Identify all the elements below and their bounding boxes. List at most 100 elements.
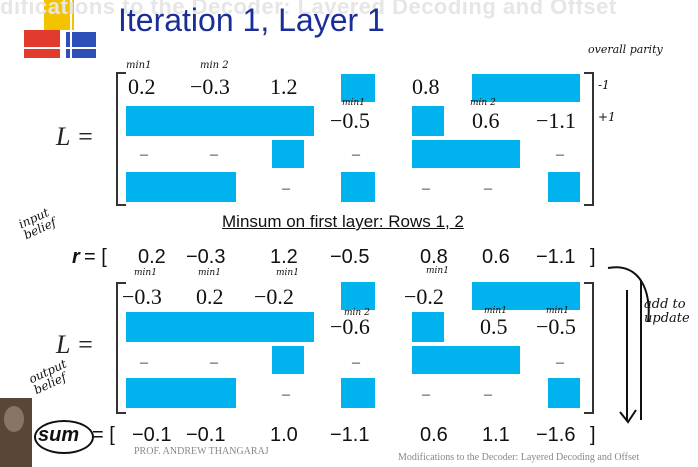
- m1-r2-c6: 0.6: [472, 108, 500, 133]
- m2-r3-c7: –: [556, 354, 564, 371]
- title-deco-vline: [70, 0, 72, 74]
- sum-close: ]: [590, 424, 596, 446]
- m1-r3-c2: –: [210, 146, 218, 163]
- m1-r4-c4-cell: [341, 172, 375, 202]
- ann-m2-min1-f: min1: [546, 306, 569, 316]
- m2-r2-c7: −0.5: [536, 314, 576, 339]
- ann-m2-min1-d: min1: [426, 266, 449, 276]
- video-overlay-title: difications to the Decoder: Layered Deco…: [0, 0, 617, 19]
- m2-r3-c2: –: [210, 354, 218, 371]
- ann-input-belief: input belief: [16, 205, 59, 243]
- update-arrow-line-2: [640, 280, 642, 420]
- m1-r4-c6: –: [484, 180, 492, 197]
- sum-label: sum: [38, 424, 80, 446]
- title-deco-red: [24, 30, 60, 58]
- presenter-face: [4, 406, 24, 432]
- sum-circle: [34, 420, 94, 454]
- matrix1-right-bracket: [584, 72, 594, 206]
- r-open: = [: [84, 246, 107, 268]
- m1-r1-c1: 0.2: [128, 74, 156, 99]
- m2-r4-c5: –: [422, 386, 430, 403]
- ann-min2-a: min 2: [200, 60, 229, 71]
- ann-output-belief: output belief: [26, 356, 69, 398]
- sum-val-5: 0.6: [420, 424, 448, 446]
- m1-r1-c4-cell: [341, 74, 375, 102]
- m2-r4-c4-cell: [341, 378, 375, 408]
- ann-m2-min1-a: min1: [134, 268, 157, 278]
- ann-minus-one: -1: [598, 78, 610, 92]
- ann-plus-one: +1: [598, 110, 616, 124]
- m1-r3-c1: –: [140, 146, 148, 163]
- r-val-7: −1.1: [536, 246, 576, 268]
- m1-r2-c4: −0.5: [330, 108, 370, 133]
- m1-r4-c7-cell: [548, 172, 580, 202]
- ann-overall-parity: overall parity: [588, 43, 663, 56]
- r-val-6: 0.6: [482, 246, 510, 268]
- ann-m2-min2: min 2: [344, 308, 370, 318]
- footer-professor: PROF. ANDREW THANGARAJ: [134, 446, 269, 457]
- sum-val-2: −0.1: [186, 424, 226, 446]
- m2-r1-c5: −0.2: [404, 284, 444, 309]
- r-val-4: −0.5: [330, 246, 370, 268]
- sum-val-6: 1.1: [482, 424, 510, 446]
- matrix2-label: L =: [56, 330, 95, 359]
- m1-r3-c3-cell: [272, 140, 304, 168]
- slide-title: Iteration 1, Layer 1: [118, 2, 385, 38]
- matrix2-right-bracket: [584, 282, 594, 414]
- r-val-3: 1.2: [270, 246, 298, 268]
- ann-m2-min1-e: min1: [484, 306, 507, 316]
- m2-r4-c3: –: [282, 386, 290, 403]
- matrix1-label: L =: [56, 122, 95, 151]
- m2-r1-c1: −0.3: [122, 284, 162, 309]
- r-close: ]: [590, 246, 596, 268]
- m2-r1-c2: 0.2: [196, 284, 224, 309]
- m2-r3-c4: –: [352, 354, 360, 371]
- m2-r3-c3-cell: [272, 346, 304, 374]
- title-deco-yellow: [44, 0, 74, 30]
- footer-lecture-title: Modifications to the Decoder: Layered De…: [398, 452, 640, 463]
- section-subtitle: Minsum on first layer: Rows 1, 2: [222, 212, 464, 231]
- m1-r1-c2: −0.3: [190, 74, 230, 99]
- m1-r3-c4: –: [352, 146, 360, 163]
- m1-r1-c67-cell: [472, 74, 580, 102]
- m2-r4-c6: –: [484, 386, 492, 403]
- m2-r2-c4: −0.6: [330, 314, 370, 339]
- sum-val-1: −0.1: [132, 424, 172, 446]
- ann-min1-a: min1: [126, 60, 152, 71]
- ann-min1-b: min1: [342, 98, 365, 108]
- m1-r3-c56-cell: [412, 140, 520, 168]
- m1-r1-c3: 1.2: [270, 74, 298, 99]
- m2-r2-c5-cell: [412, 312, 444, 342]
- m2-r3-c1: –: [140, 354, 148, 371]
- m1-r4-c3: –: [282, 180, 290, 197]
- m1-r4-c12-cell: [126, 172, 236, 202]
- m1-r2-c13-cell: [126, 106, 314, 136]
- m2-r4-c7-cell: [548, 378, 580, 408]
- m1-r3-c7: –: [556, 146, 564, 163]
- m2-r1-c67-cell: [472, 282, 580, 310]
- sum-val-7: −1.6: [536, 424, 576, 446]
- r-val-1: 0.2: [138, 246, 166, 268]
- sum-val-3: 1.0: [270, 424, 298, 446]
- m2-r1-c4-cell: [341, 282, 375, 310]
- matrix2-left-bracket: [116, 282, 126, 414]
- ann-m2-min1-c: min1: [276, 268, 299, 278]
- m2-r3-c56-cell: [412, 346, 520, 374]
- m1-r4-c5: –: [422, 180, 430, 197]
- ann-m2-min1-b: min1: [198, 268, 221, 278]
- update-arrow-curve: [607, 266, 650, 424]
- m2-r4-c12-cell: [126, 378, 236, 408]
- r-val-2: −0.3: [186, 246, 226, 268]
- m1-r2-c5-cell: [412, 106, 444, 136]
- update-arrow-line: [626, 290, 628, 420]
- title-deco-hline: [10, 47, 110, 49]
- m2-r2-c13-cell: [126, 312, 314, 342]
- m2-r1-c3: −0.2: [254, 284, 294, 309]
- sum-open: = [: [92, 424, 115, 446]
- m2-r2-c6: 0.5: [480, 314, 508, 339]
- r-label: r: [72, 246, 80, 268]
- r-val-5: 0.8: [420, 246, 448, 268]
- m1-r2-c7: −1.1: [536, 108, 576, 133]
- ann-add-to-update: add to update: [644, 297, 690, 326]
- sum-val-4: −1.1: [330, 424, 370, 446]
